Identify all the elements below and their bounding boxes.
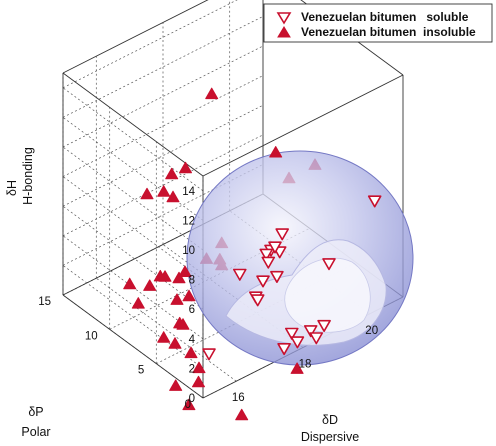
dh-tick-label: 12 — [182, 215, 195, 227]
soluble-point-marker — [309, 332, 324, 345]
dp-tick-label: 10 — [85, 330, 98, 342]
legend-marker-soluble — [276, 12, 292, 25]
insoluble-point-marker — [192, 361, 206, 374]
box-edge — [62, 294, 204, 399]
soluble-point-marker — [256, 275, 270, 288]
solubility-sphere — [186, 150, 414, 366]
insoluble-point-marker — [205, 87, 219, 100]
soluble-point-marker — [268, 241, 282, 254]
soluble-point-marker — [367, 195, 382, 208]
insoluble-point-marker — [179, 161, 192, 174]
grid-line — [109, 227, 310, 330]
dh-tick-labels: 0 2 4 6 8 10 12 14 — [182, 186, 195, 405]
dp-axis-sublabel: Polar — [21, 425, 50, 439]
grid-line — [62, 117, 204, 221]
dh-axis-label: δH H-bonding — [5, 147, 35, 205]
dd-tick-label: 16 — [232, 392, 245, 404]
insoluble-point-marker — [182, 289, 196, 302]
grid-line — [62, 176, 204, 280]
soluble-point-marker — [277, 343, 291, 356]
legend-label-soluble: Venezuelan bitumen soluble — [301, 10, 469, 24]
grid-line — [62, 146, 204, 251]
insoluble-point-marker — [168, 337, 182, 349]
insoluble-point-marker — [157, 185, 171, 197]
grid-line — [62, 205, 204, 310]
grid-line — [62, 164, 264, 266]
soluble-point-marker — [290, 336, 305, 349]
soluble-point-marker — [275, 228, 289, 241]
dh-axis-sublabel: H-bonding — [21, 147, 35, 205]
grid-line — [62, 0, 238, 89]
legend: Venezuelan bitumen soluble Venezuelan bi… — [263, 3, 493, 43]
dh-axis-symbol: δH — [5, 180, 19, 196]
dp-tick-label: 15 — [38, 296, 51, 308]
grid-line — [62, 45, 264, 148]
insoluble-point-marker — [123, 277, 137, 290]
grid-line — [62, 104, 264, 207]
soluble-point-marker — [270, 270, 284, 283]
dp-tick-label: 5 — [138, 365, 144, 377]
dh-tick-label: 6 — [189, 304, 195, 316]
insoluble-point-marker — [235, 408, 249, 421]
dp-axis-label: δP Polar — [21, 405, 50, 439]
soluble-point-marker — [202, 348, 216, 361]
box-edge — [62, 0, 209, 74]
soluble-point-marker — [261, 256, 276, 269]
insoluble-point-marker — [172, 271, 186, 284]
insoluble-point-marker — [143, 279, 157, 291]
dp-axis-symbol: δP — [28, 405, 43, 419]
dp-tick-label: 0 — [185, 399, 191, 411]
dh-tick-label: 10 — [182, 245, 195, 257]
insoluble-point-marker — [290, 362, 304, 374]
insoluble-point-marker — [153, 269, 167, 282]
insoluble-point-marker — [269, 146, 283, 158]
insoluble-point-marker — [140, 187, 154, 200]
dd-tick-labels: 16 18 20 — [232, 325, 378, 404]
insoluble-point-marker — [182, 398, 196, 411]
legend-marker-insoluble — [277, 26, 291, 38]
soluble-point-marker — [322, 258, 336, 271]
dh-tick-label: 8 — [189, 275, 195, 287]
insoluble-point-marker — [170, 293, 184, 305]
dh-tick-label: 0 — [189, 393, 195, 405]
insoluble-point-marker — [131, 297, 145, 309]
grid-line — [156, 262, 357, 365]
soluble-point-marker — [285, 327, 299, 340]
soluble-point-marker — [250, 294, 265, 307]
dd-axis-label: δD Dispersive — [301, 413, 359, 444]
dh-tick-label: 2 — [189, 363, 195, 375]
insoluble-point-marker — [178, 265, 192, 277]
insoluble-point-marker — [184, 346, 198, 359]
grid-line — [96, 277, 237, 382]
dh-tick-label: 14 — [182, 186, 195, 198]
dh-tick-label: 4 — [189, 334, 196, 346]
box-edge — [62, 72, 204, 177]
legend-label-insoluble: Venezuelan bitumen insoluble — [301, 25, 476, 39]
soluble-point-marker — [233, 268, 247, 281]
soluble-point-marker — [259, 248, 274, 261]
dd-axis-symbol: δD — [322, 413, 338, 427]
dp-tick-labels: 0 5 10 15 — [38, 296, 191, 411]
insoluble-point-marker — [192, 375, 205, 388]
box-edge — [202, 74, 404, 177]
points-in-front-of-sphere — [123, 87, 382, 421]
insoluble-point-marker — [157, 331, 171, 343]
soluble-point-marker — [317, 319, 331, 332]
dd-axis-sublabel: Dispersive — [301, 430, 359, 444]
insoluble-point-marker — [176, 318, 190, 330]
dd-tick-label: 18 — [299, 359, 312, 371]
insoluble-point-marker — [165, 167, 179, 180]
soluble-point-marker — [303, 325, 318, 338]
grid-line — [62, 16, 264, 118]
grid-line — [62, 265, 204, 369]
dd-tick-label: 20 — [365, 325, 378, 337]
legend-box — [263, 3, 493, 43]
insoluble-point-marker — [169, 379, 183, 391]
grid-line — [62, 87, 204, 192]
